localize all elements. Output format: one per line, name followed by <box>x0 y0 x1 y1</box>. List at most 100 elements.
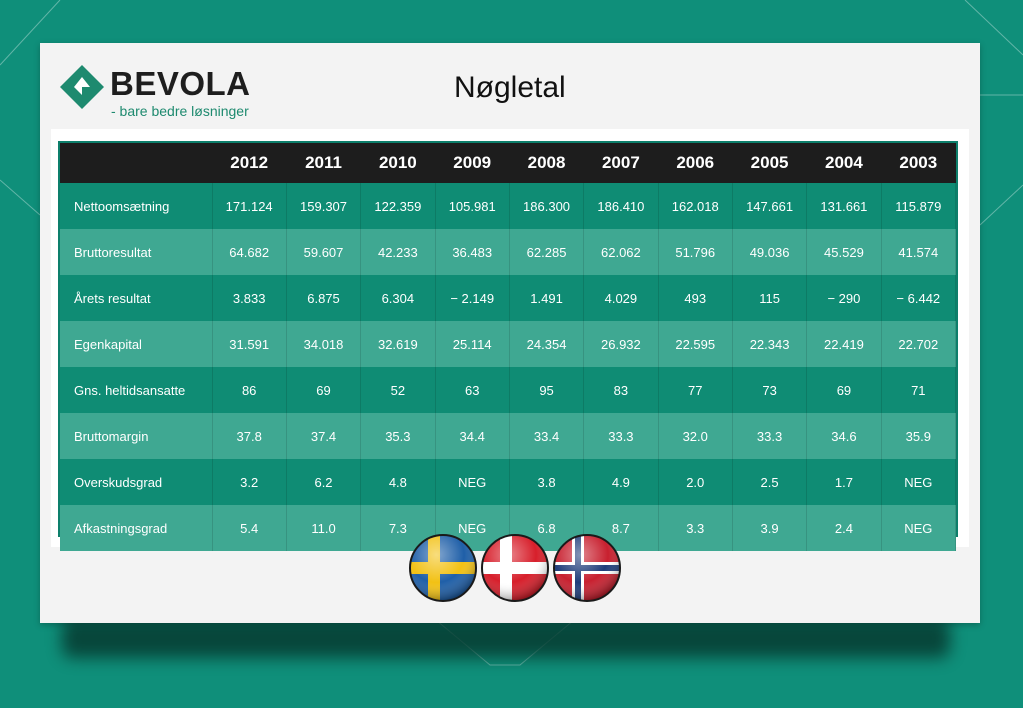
table-cell: 34.6 <box>806 413 882 459</box>
table-cell: 64.682 <box>212 229 287 275</box>
table-cell: 5.4 <box>212 505 287 551</box>
table-cell: 45.529 <box>806 229 882 275</box>
year-header-2007: 2007 <box>583 143 659 183</box>
diamond-arrow-icon <box>60 65 104 109</box>
table-cell: 69 <box>806 367 882 413</box>
row-label: Bruttoresultat <box>60 229 213 275</box>
table-cell: 2.5 <box>732 459 808 505</box>
norway-flag-icon[interactable] <box>552 533 622 603</box>
table-cell: 26.932 <box>583 321 659 367</box>
table-cell: 22.343 <box>732 321 808 367</box>
table-cell: 86 <box>212 367 287 413</box>
table-row: Bruttoresultat 64.682 59.607 42.233 36.483 62… <box>60 229 957 275</box>
table-header-corner <box>60 143 212 183</box>
row-label: Gns. heltidsansatte <box>60 367 213 413</box>
year-header-2012: 2012 <box>212 143 287 183</box>
year-header-2011: 2011 <box>286 143 361 183</box>
table-cell: 162.018 <box>658 183 733 229</box>
table-cell: 37.4 <box>286 413 362 459</box>
table-cell: 105.981 <box>435 183 510 229</box>
table-cell: 4.8 <box>360 459 436 505</box>
table-row: Overskudsgrad 3.2 6.2 4.8 NEG 3.8 4.9 2.0 2.5 1.7… <box>60 459 957 505</box>
table-row: Årets resultat 3.833 6.875 6.304− 2.149 1.49… <box>60 275 957 321</box>
table-cell: 131.661 <box>806 183 882 229</box>
table-cell: 33.3 <box>583 413 659 459</box>
table-cell: 2.0 <box>658 459 733 505</box>
table-cell: 71 <box>881 367 957 413</box>
table-cell: 51.796 <box>658 229 733 275</box>
table-cell: 115 <box>732 275 808 321</box>
language-flags <box>408 533 628 609</box>
table-cell: 122.359 <box>360 183 436 229</box>
table-cell: 32.0 <box>658 413 733 459</box>
table-cell: 52 <box>360 367 436 413</box>
table-cell: 186.300 <box>509 183 585 229</box>
row-label: Egenkapital <box>60 321 213 367</box>
table-cell: 33.3 <box>732 413 808 459</box>
row-label: Nettoomsætning <box>60 183 213 229</box>
table-cell: 147.661 <box>732 183 808 229</box>
table-cell: 3.9 <box>732 505 808 551</box>
table-cell: 35.3 <box>360 413 436 459</box>
sweden-flag-icon[interactable] <box>408 533 478 603</box>
table-cell: 41.574 <box>881 229 957 275</box>
table-cell: 36.483 <box>435 229 510 275</box>
table-cell: 22.419 <box>806 321 882 367</box>
row-label: Årets resultat <box>60 275 213 321</box>
table-cell: 34.018 <box>286 321 362 367</box>
year-header-2003: 2003 <box>881 143 956 183</box>
row-label: Overskudsgrad <box>60 459 213 505</box>
table-cell: 63 <box>435 367 510 413</box>
denmark-flag-icon[interactable] <box>480 533 550 603</box>
year-header-2006: 2006 <box>658 143 733 183</box>
slide-card: BEVOLA - bare bedre løsninger Nøgletal 2… <box>40 43 980 623</box>
table-cell: 159.307 <box>286 183 362 229</box>
table-cell: 35.9 <box>881 413 957 459</box>
table-cell: 4.029 <box>583 275 659 321</box>
table-cell: 25.114 <box>435 321 510 367</box>
table-cell: 62.285 <box>509 229 585 275</box>
key-figures-table: 2012 2011 2010 2009 2008 2007 2006 2005 2004 2003… <box>60 143 957 551</box>
table-cell: NEG <box>435 459 510 505</box>
table-cell: 33.4 <box>509 413 585 459</box>
table-cell: 3.2 <box>212 459 287 505</box>
table-cell: 171.124 <box>212 183 287 229</box>
table-cell: 69 <box>286 367 362 413</box>
table-cell: 115.879 <box>881 183 957 229</box>
year-header-2010: 2010 <box>360 143 436 183</box>
table-cell: 11.0 <box>286 505 362 551</box>
table-cell: − 290 <box>806 275 882 321</box>
table-cell: 83 <box>583 367 659 413</box>
brand-name: BEVOLA <box>110 65 251 102</box>
table-cell: 95 <box>509 367 585 413</box>
brand-tagline: - bare bedre løsninger <box>111 103 249 119</box>
row-label: Bruttomargin <box>60 413 213 459</box>
table-cell: NEG <box>881 459 957 505</box>
table-row: Gns. heltidsansatte 86 69 52 63 95 83 77 73 69 71 <box>60 367 957 413</box>
table-cell: − 2.149 <box>435 275 510 321</box>
table-cell: 22.595 <box>658 321 733 367</box>
table-cell: 73 <box>732 367 808 413</box>
year-header-2008: 2008 <box>509 143 584 183</box>
table-body: Nettoomsætning 171.124 159.307 122.359 105.9… <box>60 183 957 551</box>
table-header-row: 2012 2011 2010 2009 2008 2007 2006 2005 2004 2003 <box>60 143 956 183</box>
table-cell: 42.233 <box>360 229 436 275</box>
table-cell: 2.4 <box>806 505 882 551</box>
year-header-2005: 2005 <box>732 143 807 183</box>
table-cell: 31.591 <box>212 321 287 367</box>
year-header-2004: 2004 <box>806 143 882 183</box>
table-cell: 1.7 <box>806 459 882 505</box>
table-cell: 3.3 <box>658 505 733 551</box>
table-cell: 4.9 <box>583 459 659 505</box>
table-cell: − 6.442 <box>881 275 957 321</box>
table-cell: 34.4 <box>435 413 510 459</box>
table-cell: 493 <box>658 275 733 321</box>
year-header-2009: 2009 <box>435 143 510 183</box>
table-cell: 186.410 <box>583 183 659 229</box>
table-cell: 7.3 <box>360 505 436 551</box>
key-figures-table-container: 2012 2011 2010 2009 2008 2007 2006 2005 2004 2003… <box>58 141 958 551</box>
table-cell: 6.2 <box>286 459 362 505</box>
page-title: Nøgletal <box>454 71 566 104</box>
table-cell: 49.036 <box>732 229 808 275</box>
table-cell: 22.702 <box>881 321 957 367</box>
